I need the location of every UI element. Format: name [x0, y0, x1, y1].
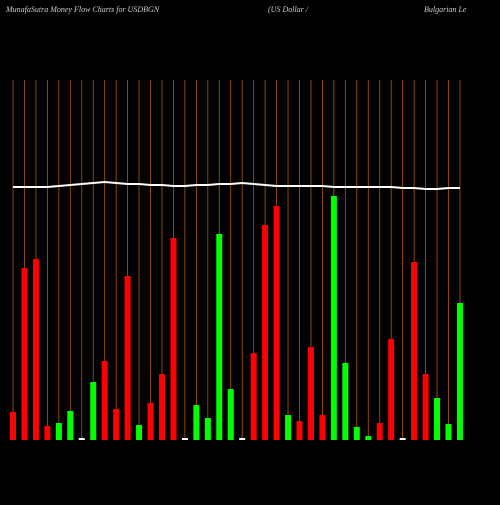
bar	[44, 426, 51, 440]
bar	[181, 438, 188, 440]
bar	[67, 411, 74, 440]
bar	[204, 418, 211, 440]
bar	[78, 438, 85, 440]
bar	[273, 206, 280, 440]
bar	[456, 303, 463, 440]
bar	[250, 353, 257, 440]
chart-subtitle: Bulgarian Le	[424, 5, 467, 14]
bar	[193, 405, 200, 440]
bar	[147, 403, 154, 440]
bar	[124, 276, 131, 440]
bar	[55, 423, 62, 440]
bar	[376, 423, 383, 440]
bar	[319, 415, 326, 440]
bar	[388, 339, 395, 440]
bar	[285, 415, 292, 440]
bar	[90, 382, 97, 440]
bar	[353, 427, 360, 440]
chart-title: MunafaSutra Money Flow Charts for USDBGN	[5, 5, 160, 14]
bar	[227, 389, 234, 440]
bar	[136, 425, 143, 440]
bar	[296, 421, 303, 440]
bar	[239, 438, 246, 440]
bar	[330, 196, 337, 440]
chart-subtitle: (US Dollar /	[268, 5, 309, 14]
bar	[21, 268, 28, 440]
bar	[170, 238, 177, 440]
bar	[365, 436, 372, 440]
bar	[411, 262, 418, 440]
bar	[10, 412, 16, 440]
bar	[101, 361, 108, 440]
bar	[445, 424, 452, 440]
money-flow-line	[13, 180, 460, 190]
bar	[342, 363, 349, 440]
bar	[158, 374, 165, 440]
bar	[216, 234, 223, 440]
bar	[434, 398, 441, 440]
bar	[113, 409, 120, 440]
bar	[422, 374, 429, 440]
bar	[307, 347, 314, 440]
bar	[262, 225, 269, 440]
bar	[32, 259, 39, 440]
bar	[399, 438, 406, 440]
